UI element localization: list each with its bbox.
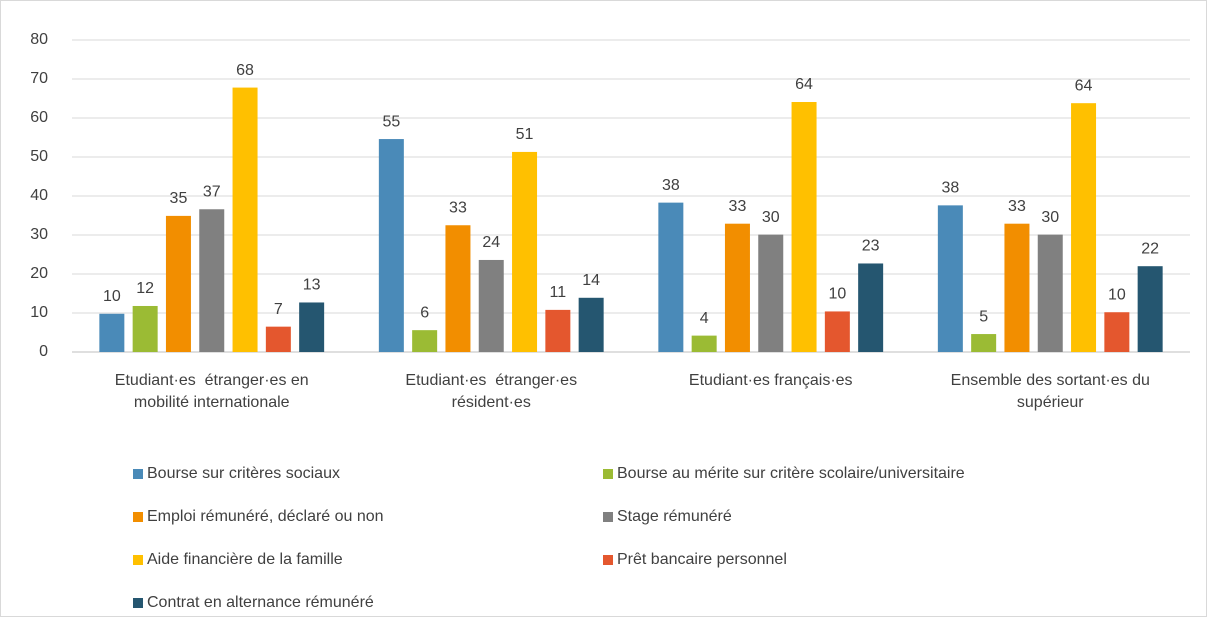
legend-swatch	[603, 512, 613, 522]
y-tick-label: 0	[39, 343, 48, 360]
bar	[758, 234, 784, 352]
bar	[232, 87, 258, 352]
data-label: 11	[550, 284, 567, 301]
data-label: 24	[482, 234, 500, 251]
legend-swatch	[133, 598, 143, 608]
data-label: 37	[203, 183, 221, 200]
bar	[691, 335, 717, 352]
legend-label: Prêt bancaire personnel	[617, 551, 787, 568]
legend-swatch	[133, 469, 143, 479]
data-label: 33	[729, 198, 747, 215]
y-tick-label: 80	[30, 31, 48, 48]
bar	[378, 139, 404, 352]
data-label: 64	[1075, 77, 1093, 94]
bar	[265, 326, 291, 352]
data-label: 55	[382, 113, 400, 130]
data-label: 30	[762, 209, 780, 226]
bar	[478, 259, 504, 352]
data-label: 4	[700, 310, 709, 327]
legend-swatch	[133, 512, 143, 522]
bar	[199, 209, 225, 352]
bar	[658, 202, 684, 352]
legend-swatch	[133, 555, 143, 565]
bar	[858, 263, 884, 352]
data-label: 23	[862, 238, 880, 255]
x-tick-label: Etudiant·es français·es	[688, 372, 853, 389]
y-tick-label: 60	[30, 109, 48, 126]
bar	[724, 223, 750, 352]
bar	[937, 205, 963, 352]
data-label: 38	[662, 177, 680, 194]
bar	[512, 151, 538, 352]
data-label: 33	[449, 199, 467, 216]
data-label: 12	[136, 280, 154, 297]
bar	[1137, 266, 1163, 352]
bar	[578, 297, 604, 352]
bar	[1104, 312, 1130, 352]
legend-label: Aide financière de la famille	[147, 551, 343, 568]
bar	[445, 225, 471, 352]
y-tick-label: 70	[30, 70, 48, 87]
data-label: 30	[1041, 209, 1059, 226]
data-label: 14	[582, 272, 600, 289]
x-tick-label: Ensemble des sortant·es du supérieur	[950, 372, 1155, 411]
bar	[824, 311, 850, 352]
bar	[132, 305, 158, 352]
legend-swatch	[603, 555, 613, 565]
data-label: 10	[1108, 286, 1126, 303]
legend-swatch	[603, 469, 613, 479]
data-label: 5	[979, 308, 988, 325]
data-label: 33	[1008, 198, 1026, 215]
data-label: 68	[236, 62, 254, 79]
data-label: 13	[303, 277, 321, 294]
bar	[791, 102, 817, 352]
data-label: 35	[170, 190, 188, 207]
bar	[299, 302, 325, 352]
y-tick-label: 50	[30, 148, 48, 165]
legend-label: Contrat en alternance rémunéré	[147, 594, 374, 611]
data-label: 7	[274, 301, 283, 318]
legend-label: Stage rémunéré	[617, 508, 732, 525]
data-label: 10	[103, 288, 121, 305]
bar	[99, 313, 125, 352]
data-label: 22	[1141, 240, 1159, 257]
legend-label: Bourse au mérite sur critère scolaire/un…	[617, 465, 965, 482]
bar	[412, 330, 438, 352]
y-tick-label: 20	[30, 265, 48, 282]
data-label: 10	[828, 286, 846, 303]
y-tick-label: 30	[30, 226, 48, 243]
bar	[545, 309, 571, 352]
x-tick-label: Etudiant·es étranger·es en mobilité inte…	[114, 372, 314, 411]
y-tick-label: 40	[30, 187, 48, 204]
data-label: 51	[516, 126, 534, 143]
bar	[1071, 103, 1097, 353]
legend-label: Bourse sur critères sociaux	[147, 465, 340, 482]
bar	[1004, 223, 1030, 352]
y-tick-label: 10	[30, 304, 48, 321]
bar	[971, 334, 997, 352]
data-label: 6	[420, 304, 429, 321]
bar	[1037, 234, 1063, 352]
data-label: 38	[941, 180, 959, 197]
bar	[165, 215, 191, 352]
legend-label: Emploi rémunéré, déclaré ou non	[147, 508, 384, 525]
data-label: 64	[795, 76, 813, 93]
x-tick-label: Etudiant·es étranger·es résident·es	[405, 372, 582, 411]
